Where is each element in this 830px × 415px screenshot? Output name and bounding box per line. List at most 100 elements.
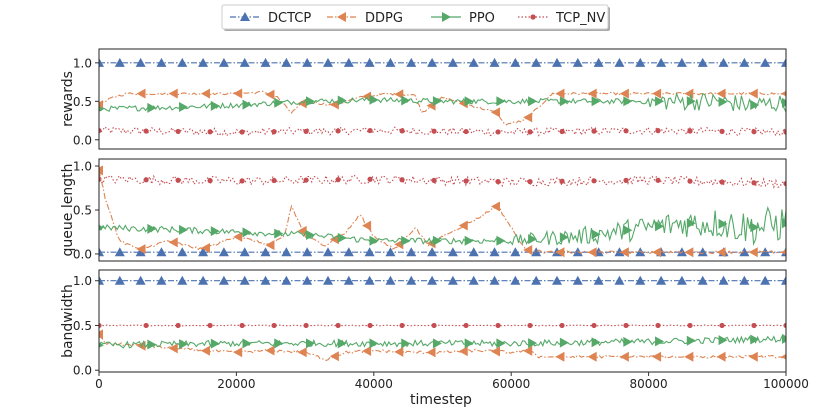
data-marker [783,181,786,187]
data-marker [527,179,533,185]
data-marker [684,351,694,362]
data-marker [559,96,569,107]
data-marker [687,322,693,329]
data-marker [591,128,597,134]
legend-entry-ppo: PPO [431,11,495,26]
data-marker [233,231,243,242]
data-marker [718,275,729,285]
legend-marker [442,12,451,22]
data-marker [200,345,210,356]
data-marker [297,225,307,236]
data-marker [260,275,271,285]
data-marker [619,247,629,258]
data-marker [782,333,786,344]
data-marker [281,275,292,285]
data-marker [555,88,565,99]
y-axis-label: rewards [60,71,76,127]
y-tick-label: 1.0 [73,160,92,174]
legend-label: DDPG [365,11,403,26]
data-marker [99,342,104,348]
data-marker [302,275,313,285]
data-marker [528,338,538,349]
legend-label: DCTCP [268,11,311,26]
data-marker [495,129,501,135]
data-marker [281,57,292,67]
data-marker [323,275,333,285]
data-marker [464,96,474,107]
data-marker [271,129,277,135]
data-marker [385,275,396,285]
data-marker [489,57,500,67]
y-tick-label: 0.5 [73,95,92,109]
data-marker [686,335,696,346]
data-marker [464,235,474,246]
x-tick-label: 100000 [763,377,809,391]
legend-entry-dctcp: DCTCP [230,11,311,26]
data-marker [143,128,149,134]
data-marker [271,177,277,184]
data-marker [99,165,103,176]
data-marker [652,351,662,362]
data-marker [99,275,104,285]
data-marker [510,275,521,285]
data-marker [458,346,468,357]
data-marker [748,351,758,362]
data-marker [748,247,758,258]
data-marker [523,244,533,255]
data-marker [168,237,178,248]
data-marker [136,244,146,255]
data-marker [718,218,728,229]
data-marker [99,224,104,231]
y-axis-label: bandwidth [60,284,76,358]
legend-frame [221,4,609,30]
y-tick-label: 1.0 [73,56,92,70]
data-marker [463,128,469,135]
data-marker [369,94,379,105]
data-marker [718,335,728,346]
data-marker [593,57,604,67]
data-marker [210,100,220,111]
data-marker [399,128,405,134]
data-marker [623,225,633,236]
data-marker [781,90,786,97]
y-tick-label: 0.5 [73,319,92,333]
series-line [99,170,786,255]
data-marker [490,107,500,118]
data-marker [463,322,469,329]
legend-entry-tcp-nv: TCP_NV [518,11,605,26]
x-axis: 0 20000 40000 60000 80000 100000 [95,372,809,391]
series-line [99,335,786,349]
data-marker [135,275,146,285]
data-marker [99,322,102,329]
data-marker [591,322,597,329]
data-marker [99,247,104,257]
data-marker [528,96,538,107]
data-marker [619,88,629,99]
data-marker [432,96,442,107]
data-marker [760,275,771,285]
data-marker [531,57,542,67]
data-marker [655,177,661,183]
series-line [99,91,786,113]
x-tick-label: 20000 [217,377,255,391]
data-marker [306,96,316,107]
data-marker [297,98,307,109]
data-marker [177,275,188,285]
data-marker [587,88,597,99]
data-marker [718,96,728,107]
data-marker [496,235,506,246]
data-marker [716,351,726,362]
data-marker [781,57,786,67]
data-marker [406,275,417,285]
data-marker [99,106,104,112]
data-marker [559,178,565,184]
data-marker [302,57,313,67]
data-marker [572,57,583,67]
data-marker [552,275,562,285]
data-marker [198,57,209,67]
legend-marker [530,14,536,20]
series-ddpg [99,329,786,362]
data-marker [468,247,479,257]
panel-frame [98,269,787,373]
